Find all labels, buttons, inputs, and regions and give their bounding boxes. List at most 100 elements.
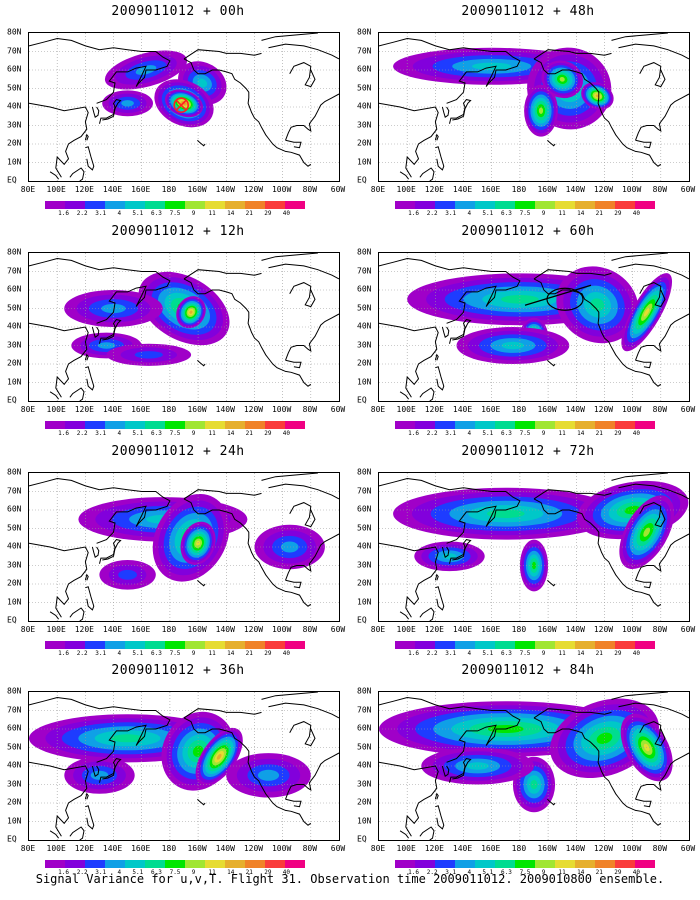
colorbar-label: 7.5	[169, 430, 181, 437]
colorbar-swatch	[555, 641, 575, 649]
lon-label: 100E	[396, 405, 416, 414]
colorbar-swatch	[595, 860, 615, 868]
lon-label: 140W	[215, 625, 235, 634]
lat-label: 40N	[7, 760, 22, 770]
lon-label: 60W	[680, 185, 696, 194]
colorbar-swatch	[285, 421, 305, 429]
lon-label: 100W	[271, 844, 292, 853]
lat-label: 70N	[357, 46, 372, 55]
colorbar: 1.6 2.2 3.1 4 5.1 6.3 7.5 9 11 14 21 29 40	[45, 860, 305, 878]
lat-label: 20N	[357, 797, 372, 807]
colorbar-swatch	[125, 201, 145, 209]
lat-label: 80N	[7, 247, 22, 257]
lon-label: 140W	[215, 405, 235, 414]
colorbar: 1.6 2.2 3.1 4 5.1 6.3 7.5 9 11 14 21 29 40	[45, 421, 305, 439]
lon-label: 120W	[593, 185, 614, 194]
lon-label: 120W	[243, 844, 264, 853]
colorbar-swatch	[225, 201, 245, 209]
colorbar-label: 21	[245, 869, 253, 876]
coastlines	[29, 692, 339, 840]
signal-variance-shading	[102, 50, 227, 128]
lon-label: 100W	[621, 405, 642, 414]
lat-label: 80N	[7, 27, 22, 37]
colorbar-label: 11	[208, 430, 216, 437]
colorbar-swatch	[575, 641, 595, 649]
colorbar-label: 21	[245, 650, 253, 657]
colorbar-label: 6.3	[501, 210, 512, 217]
colorbar-swatch	[165, 860, 185, 868]
colorbar-swatch	[495, 421, 515, 429]
lon-label: 100E	[46, 844, 66, 853]
colorbar-swatch	[265, 421, 285, 429]
colorbar-label: 4	[117, 430, 122, 437]
lon-label: 160E	[131, 844, 151, 853]
colorbar-label: 4	[117, 210, 122, 217]
lat-label: 30N	[7, 779, 22, 788]
lat-label: 60N	[357, 504, 372, 514]
lon-label: 120E	[74, 625, 94, 634]
lon-label: 180	[161, 625, 177, 634]
colorbar-label: 3.1	[445, 210, 457, 217]
colorbar-swatch	[105, 641, 125, 649]
colorbar-swatch	[635, 201, 655, 209]
lat-label: 40N	[357, 760, 372, 770]
map-area	[378, 252, 690, 402]
colorbar-swatch	[635, 641, 655, 649]
coastlines	[379, 692, 689, 840]
lon-label: 80W	[652, 844, 668, 853]
colorbar: 1.6 2.2 3.1 4 5.1 6.3 7.5 9 11 14 21 29 40	[45, 201, 305, 219]
signal-variance-shading	[78, 494, 325, 590]
lat-label: 20N	[357, 138, 372, 148]
lon-label: 80W	[302, 405, 318, 414]
lat-label: 80N	[7, 467, 22, 477]
colorbar-label: 40	[632, 430, 641, 437]
colorbar-swatch	[495, 201, 515, 209]
colorbar: 1.6 2.2 3.1 4 5.1 6.3 7.5 9 11 14 21 29 40	[45, 641, 305, 659]
colorbar-label: 11	[208, 650, 216, 657]
colorbar-swatch	[105, 421, 125, 429]
colorbar-swatch	[615, 860, 635, 868]
lon-label: 80E	[370, 405, 386, 414]
lon-label: 100W	[621, 844, 642, 853]
lon-label: 100W	[271, 185, 292, 194]
lon-axis: 80E 100E 120E 140E 160E 180 160W 140W 120W 100W 80…	[363, 185, 700, 195]
colorbar-swatch	[265, 860, 285, 868]
lat-label: EQ	[357, 175, 367, 185]
lat-label: 40N	[7, 541, 22, 551]
colorbar-swatch	[575, 860, 595, 868]
colorbar-swatch	[85, 641, 105, 649]
lon-label: 80W	[652, 405, 668, 414]
colorbar-label: 7.5	[169, 869, 181, 876]
colorbar-label: 7.5	[169, 650, 181, 657]
colorbar-swatch	[395, 421, 415, 429]
colorbar-label: 5.1	[482, 430, 494, 437]
colorbar-swatch	[145, 641, 165, 649]
colorbar-swatch	[435, 641, 455, 649]
colorbar-label: 3.1	[445, 650, 457, 657]
colorbar-label: 11	[208, 869, 216, 876]
lon-label: 180	[161, 185, 177, 194]
lat-label: EQ	[7, 615, 17, 625]
colorbar-swatch	[165, 641, 185, 649]
colorbar-swatch	[285, 860, 305, 868]
lon-label: 140W	[215, 185, 235, 194]
lat-label: 50N	[357, 523, 372, 532]
lon-label: 160W	[187, 405, 207, 414]
lat-label: EQ	[357, 834, 367, 844]
map-panel: 2009011012 + 72h 80N 70N 60N 50N 40N 30N 20N 10N…	[357, 444, 698, 659]
lon-label: 140E	[452, 185, 473, 194]
lat-label: 80N	[357, 27, 372, 37]
lat-label: 70N	[7, 486, 22, 495]
colorbar-label: 3.1	[95, 430, 107, 437]
panel-title: 2009011012 + 12h	[111, 224, 245, 239]
lat-label: 40N	[357, 101, 372, 111]
map-panel: 2009011012 + 24h 80N 70N 60N 50N 40N 30N 20N 10N…	[7, 444, 348, 659]
panel-title: 2009011012 + 60h	[461, 224, 595, 239]
lon-label: 120W	[593, 625, 614, 634]
colorbar-swatch	[415, 201, 435, 209]
lat-label: EQ	[7, 395, 17, 405]
colorbar-swatch	[535, 641, 555, 649]
colorbar-label: 5.1	[482, 869, 494, 876]
colorbar-label: 29	[264, 430, 272, 437]
colorbar-label: 5.1	[132, 430, 144, 437]
